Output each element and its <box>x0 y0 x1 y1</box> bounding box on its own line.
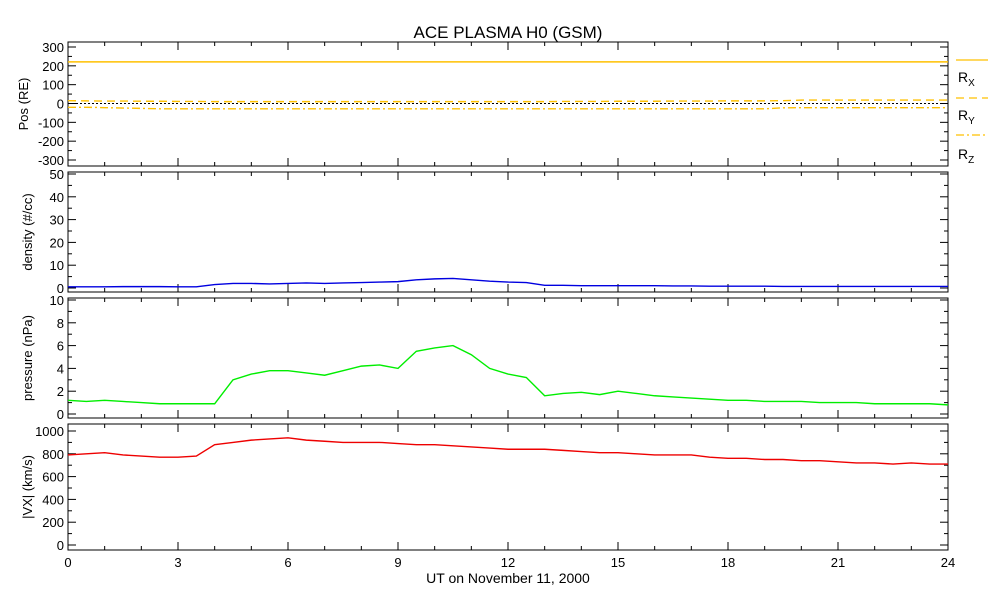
legend-label-rz: RZ <box>958 146 974 166</box>
x-tick-label: 9 <box>394 555 401 570</box>
legend-label-ry: RY <box>958 107 975 127</box>
panel-frame <box>67 171 949 293</box>
x-tick-label: 18 <box>721 555 735 570</box>
y-tick-label: 20 <box>50 235 64 250</box>
y-axis-label: density (#/cc) <box>20 193 35 270</box>
y-axis-label: Pos (RE) <box>16 78 31 131</box>
y-tick-label: 0 <box>57 97 64 112</box>
series-vx <box>67 437 948 465</box>
x-tick-label: 21 <box>831 555 845 570</box>
y-tick-label: -100 <box>38 115 64 130</box>
x-tick-label: 12 <box>501 555 515 570</box>
legend: RX RY RZ <box>956 59 988 166</box>
x-tick-label: 3 <box>174 555 181 570</box>
x-tick-label: 6 <box>284 555 291 570</box>
panel-2: 50 40 30 20 10 0 density (#/cc) <box>20 167 949 296</box>
series-ry <box>67 99 948 103</box>
panel-frame <box>67 423 949 551</box>
panel-frame <box>67 297 949 419</box>
legend-label-rx: RX <box>958 69 975 89</box>
y-tick-label: 8 <box>57 316 64 331</box>
y-tick-label: 30 <box>50 213 64 228</box>
y-tick-label: 200 <box>42 59 64 74</box>
y-axis-label: |VX| (km/s) <box>20 455 35 519</box>
x-axis-label: UT on November 11, 2000 <box>426 570 590 586</box>
panel-3: 10 8 6 4 2 0 pressure (nPa) <box>20 293 949 422</box>
y-tick-label: 40 <box>50 190 64 205</box>
x-tick-label: 0 <box>64 555 71 570</box>
y-tick-label: -300 <box>38 153 64 168</box>
y-tick-label: 50 <box>50 167 64 182</box>
y-tick-label: 600 <box>42 470 64 485</box>
y-axis-label: pressure (nPa) <box>20 315 35 401</box>
y-tick-label: 100 <box>42 78 64 93</box>
y-tick-label: -200 <box>38 134 64 149</box>
y-tick-label: 800 <box>42 447 64 462</box>
y-tick-label: 200 <box>42 515 64 530</box>
chart-title: ACE PLASMA H0 (GSM) <box>414 23 603 42</box>
y-tick-label: 1000 <box>35 424 64 439</box>
y-tick-label: 10 <box>50 293 64 308</box>
y-tick-label: 2 <box>57 384 64 399</box>
panel-1: 300 200 100 0 -100 -200 -300 Pos (RE) <box>16 40 949 168</box>
series-rz <box>68 106 948 110</box>
x-tick-label: 15 <box>611 555 625 570</box>
y-tick-label: 4 <box>57 361 64 376</box>
y-tick-label: 0 <box>57 538 64 553</box>
y-tick-label: 10 <box>50 258 64 273</box>
y-tick-label: 0 <box>57 407 64 422</box>
y-tick-label: 300 <box>42 40 64 55</box>
series-density <box>68 277 948 288</box>
y-tick-label: 0 <box>57 281 64 296</box>
panel-4: 1000 800 600 400 200 0 |VX| (km/s) <box>20 423 949 553</box>
y-tick-label: 400 <box>42 492 64 507</box>
y-tick-label: 6 <box>57 339 64 354</box>
series-pressure <box>67 344 949 406</box>
x-tick-label: 24 <box>941 555 955 570</box>
